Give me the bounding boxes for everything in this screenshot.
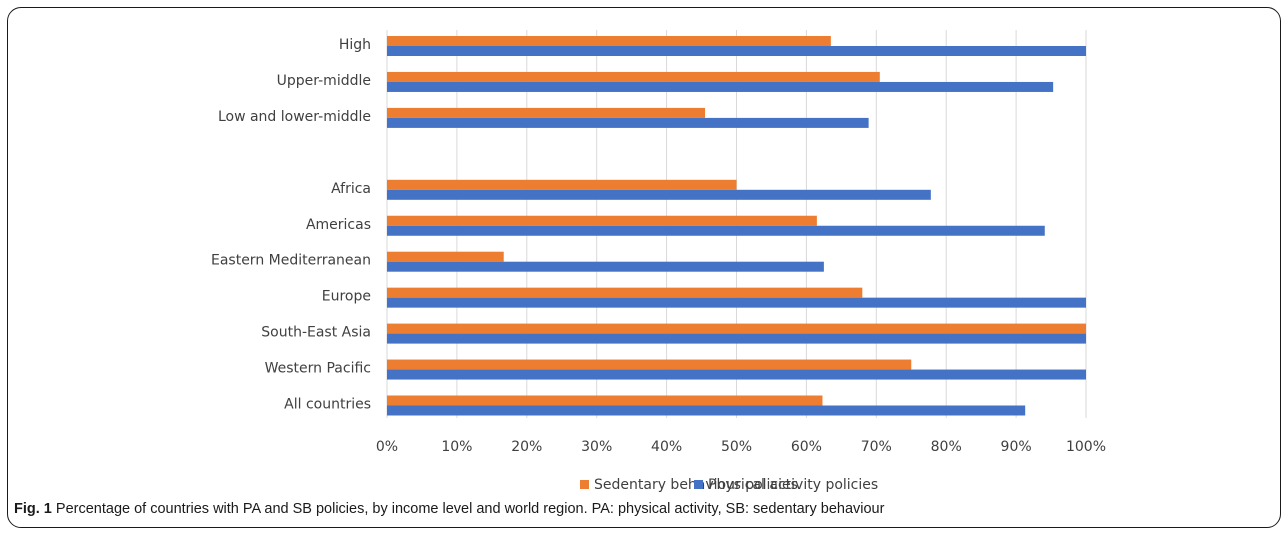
bar-sedentary xyxy=(387,72,880,82)
category-label: All countries xyxy=(284,397,371,413)
bar-sedentary xyxy=(387,252,504,262)
x-tick-label: 80% xyxy=(931,439,962,455)
x-tick-label: 100% xyxy=(1066,439,1106,455)
x-tick-label: 0% xyxy=(376,439,398,455)
bar-sedentary xyxy=(387,324,1086,334)
bar-physical-activity xyxy=(387,370,1086,380)
bar-physical-activity xyxy=(387,262,824,272)
figure-caption: Fig. 1 Percentage of countries with PA a… xyxy=(14,501,884,517)
x-tick-label: 10% xyxy=(441,439,472,455)
bar-sedentary xyxy=(387,36,831,46)
category-label: Africa xyxy=(331,181,371,197)
legend-label: Physical activity policies xyxy=(708,477,878,493)
bar-physical-activity xyxy=(387,226,1045,236)
bar-sedentary xyxy=(387,396,822,406)
category-label: South-East Asia xyxy=(261,325,371,341)
category-label: Americas xyxy=(306,217,371,233)
category-label: Eastern Mediterranean xyxy=(211,253,371,269)
bar-physical-activity xyxy=(387,334,1086,344)
category-labels: High Upper-middle Low and lower-middle Afri… xyxy=(211,37,371,413)
bar-sedentary xyxy=(387,216,817,226)
figure-label: Fig. 1 xyxy=(14,501,52,517)
x-tick-label: 20% xyxy=(511,439,542,455)
legend-swatch xyxy=(694,480,703,489)
caption-text: Percentage of countries with PA and SB p… xyxy=(56,501,885,517)
x-tick-label: 40% xyxy=(651,439,682,455)
category-label: Europe xyxy=(322,289,371,305)
bar-physical-activity xyxy=(387,298,1086,308)
bar-sedentary xyxy=(387,288,862,298)
category-label: High xyxy=(339,37,371,53)
bar-sedentary xyxy=(387,360,911,370)
legend-swatch xyxy=(580,480,589,489)
bar-physical-activity xyxy=(387,190,931,200)
x-tick-labels: 0% 10% 20% 30% 40% 50% 60% 70% 80% 90% 100% xyxy=(376,439,1106,455)
legend-item-physical-activity: Physical activity policies xyxy=(694,477,878,493)
bar-physical-activity xyxy=(387,82,1053,92)
category-label: Low and lower-middle xyxy=(218,109,371,125)
category-label: Western Pacific xyxy=(265,361,371,377)
x-tick-label: 60% xyxy=(791,439,822,455)
bar-sedentary xyxy=(387,180,737,190)
bar-physical-activity xyxy=(387,406,1025,416)
bar-physical-activity xyxy=(387,46,1086,56)
bar-physical-activity xyxy=(387,118,869,128)
x-tick-label: 90% xyxy=(1001,439,1032,455)
bar-chart: High Upper-middle Low and lower-middle Afri… xyxy=(0,0,1288,500)
category-label: Upper-middle xyxy=(277,73,371,89)
x-tick-label: 30% xyxy=(581,439,612,455)
x-tick-label: 50% xyxy=(721,439,752,455)
bar-sedentary xyxy=(387,108,705,118)
x-tick-label: 70% xyxy=(861,439,892,455)
